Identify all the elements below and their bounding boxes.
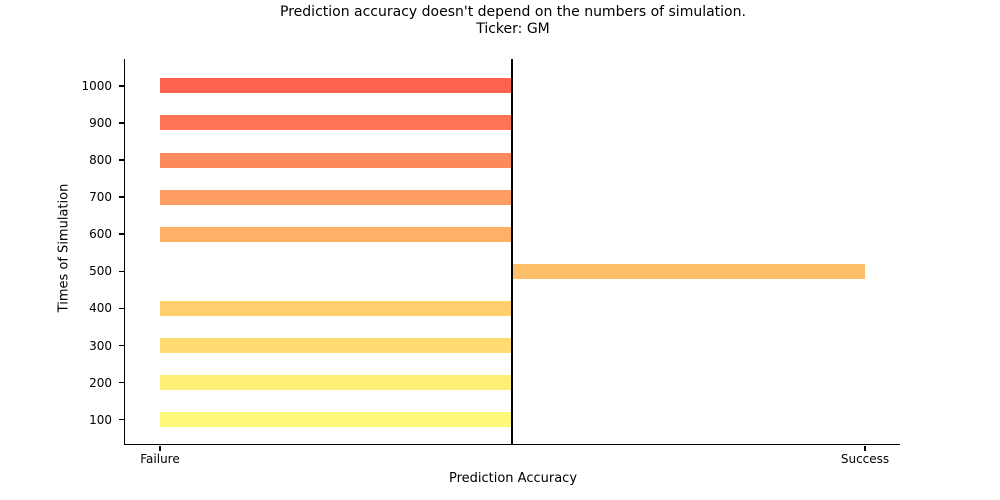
x-tick-mark — [864, 445, 866, 451]
bar-600 — [159, 226, 511, 242]
y-tick-mark — [118, 344, 124, 347]
bar-800 — [159, 152, 511, 168]
x-tick-label-success: Success — [840, 452, 890, 466]
bar-400 — [159, 300, 511, 316]
bar-1000 — [159, 78, 511, 94]
y-tick-mark — [118, 159, 124, 161]
y-tick-mark — [118, 270, 124, 273]
y-tick-label-400: 400 — [89, 301, 112, 316]
bar-300 — [159, 338, 511, 353]
midpoint-separator-line — [511, 59, 513, 444]
y-tick-label-600: 600 — [89, 227, 112, 242]
x-tick-mark — [159, 445, 161, 451]
y-tick-label-300: 300 — [89, 338, 112, 353]
x-axis-label: Prediction Accuracy — [448, 471, 578, 486]
y-tick-mark — [118, 196, 124, 198]
chart-title: Prediction accuracy doesn't depend on th… — [26, 4, 1000, 38]
y-tick-mark — [118, 233, 124, 235]
y-tick-label-800: 800 — [89, 153, 112, 167]
y-tick-mark — [118, 122, 124, 124]
bar-500 — [513, 263, 865, 279]
y-tick-label-900: 900 — [89, 115, 112, 130]
x-tick-label-failure: Failure — [140, 452, 180, 466]
y-tick-mark — [118, 418, 124, 421]
y-tick-mark — [118, 85, 124, 87]
plot-area — [123, 59, 900, 445]
bar-700 — [159, 189, 511, 205]
bar-900 — [159, 115, 511, 131]
chart-title-line2: Ticker: GM — [476, 21, 550, 37]
bar-100 — [159, 412, 511, 428]
y-tick-mark — [118, 381, 124, 384]
chart-title-line1: Prediction accuracy doesn't depend on th… — [280, 4, 746, 20]
y-tick-label-500: 500 — [89, 264, 112, 279]
y-tick-label-100: 100 — [89, 412, 112, 427]
y-tick-label-700: 700 — [89, 190, 112, 205]
y-tick-label-1000: 1000 — [81, 78, 112, 93]
bar-200 — [159, 375, 511, 391]
y-tick-label-200: 200 — [89, 375, 112, 390]
y-tick-mark — [118, 307, 124, 310]
